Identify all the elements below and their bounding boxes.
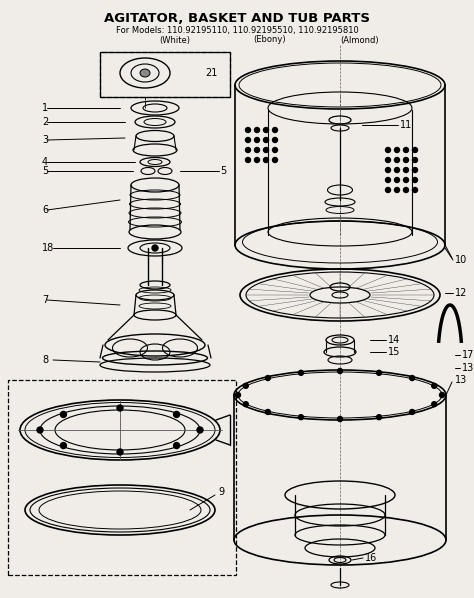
Text: 10: 10	[455, 255, 467, 265]
Text: 12: 12	[455, 288, 467, 298]
Circle shape	[439, 392, 445, 398]
Circle shape	[265, 376, 270, 380]
Circle shape	[117, 449, 123, 455]
Circle shape	[376, 414, 382, 420]
Circle shape	[264, 157, 268, 163]
Circle shape	[385, 157, 391, 163]
Text: For Models: 110.92195110, 110.92195510, 110.92195810: For Models: 110.92195110, 110.92195510, …	[116, 26, 358, 35]
Text: 11: 11	[400, 120, 412, 130]
Circle shape	[255, 148, 259, 152]
Circle shape	[173, 411, 180, 417]
Bar	[100, 52, 230, 97]
Circle shape	[60, 411, 66, 417]
Circle shape	[403, 167, 409, 172]
Text: 16: 16	[365, 553, 377, 563]
Circle shape	[385, 148, 391, 152]
Bar	[100, 52, 230, 97]
Text: 13: 13	[462, 363, 474, 373]
Circle shape	[412, 157, 418, 163]
Circle shape	[432, 383, 437, 388]
Circle shape	[117, 405, 123, 411]
Circle shape	[337, 416, 343, 422]
Text: 3: 3	[42, 135, 48, 145]
Text: 14: 14	[388, 335, 400, 345]
Text: 13: 13	[455, 375, 467, 385]
Circle shape	[394, 167, 400, 172]
Circle shape	[273, 157, 277, 163]
Text: 6: 6	[42, 205, 48, 215]
Circle shape	[246, 138, 250, 142]
Circle shape	[403, 188, 409, 193]
Text: 5: 5	[42, 166, 48, 176]
Circle shape	[385, 188, 391, 193]
Circle shape	[394, 188, 400, 193]
Circle shape	[243, 402, 248, 407]
Circle shape	[403, 157, 409, 163]
Circle shape	[394, 157, 400, 163]
Circle shape	[376, 370, 382, 376]
Circle shape	[255, 157, 259, 163]
Text: 1: 1	[42, 103, 48, 113]
Circle shape	[37, 427, 43, 433]
Circle shape	[246, 157, 250, 163]
Circle shape	[152, 245, 158, 251]
Circle shape	[410, 376, 415, 380]
Circle shape	[299, 370, 303, 376]
Ellipse shape	[140, 69, 150, 77]
Circle shape	[197, 427, 203, 433]
Circle shape	[432, 402, 437, 407]
Circle shape	[246, 127, 250, 133]
Circle shape	[273, 148, 277, 152]
Circle shape	[385, 178, 391, 182]
Circle shape	[273, 138, 277, 142]
Circle shape	[337, 368, 343, 374]
Text: 18: 18	[42, 243, 54, 253]
Text: 17: 17	[462, 350, 474, 360]
Text: (Almond): (Almond)	[341, 35, 379, 44]
Circle shape	[60, 443, 66, 448]
Circle shape	[264, 148, 268, 152]
Text: 9: 9	[218, 487, 224, 497]
Circle shape	[255, 138, 259, 142]
Circle shape	[299, 414, 303, 420]
Circle shape	[394, 148, 400, 152]
Circle shape	[264, 138, 268, 142]
Circle shape	[394, 178, 400, 182]
Circle shape	[412, 178, 418, 182]
Circle shape	[264, 127, 268, 133]
Circle shape	[273, 127, 277, 133]
Text: 15: 15	[388, 347, 401, 357]
Circle shape	[412, 167, 418, 172]
Circle shape	[243, 383, 248, 388]
Circle shape	[246, 148, 250, 152]
Circle shape	[412, 188, 418, 193]
Circle shape	[173, 443, 180, 448]
Text: 8: 8	[42, 355, 48, 365]
Circle shape	[255, 127, 259, 133]
Circle shape	[385, 167, 391, 172]
Text: (White): (White)	[159, 35, 191, 44]
Circle shape	[410, 410, 415, 414]
Text: 2: 2	[42, 117, 48, 127]
Text: 7: 7	[42, 295, 48, 305]
Text: 4: 4	[42, 157, 48, 167]
Text: (Ebony): (Ebony)	[254, 35, 286, 44]
Bar	[8, 380, 236, 575]
Text: 5: 5	[220, 166, 226, 176]
Circle shape	[236, 392, 240, 398]
Text: 21: 21	[205, 68, 218, 78]
Circle shape	[403, 148, 409, 152]
Circle shape	[412, 148, 418, 152]
Text: AGITATOR, BASKET AND TUB PARTS: AGITATOR, BASKET AND TUB PARTS	[104, 11, 370, 25]
Circle shape	[403, 178, 409, 182]
Circle shape	[265, 410, 270, 414]
